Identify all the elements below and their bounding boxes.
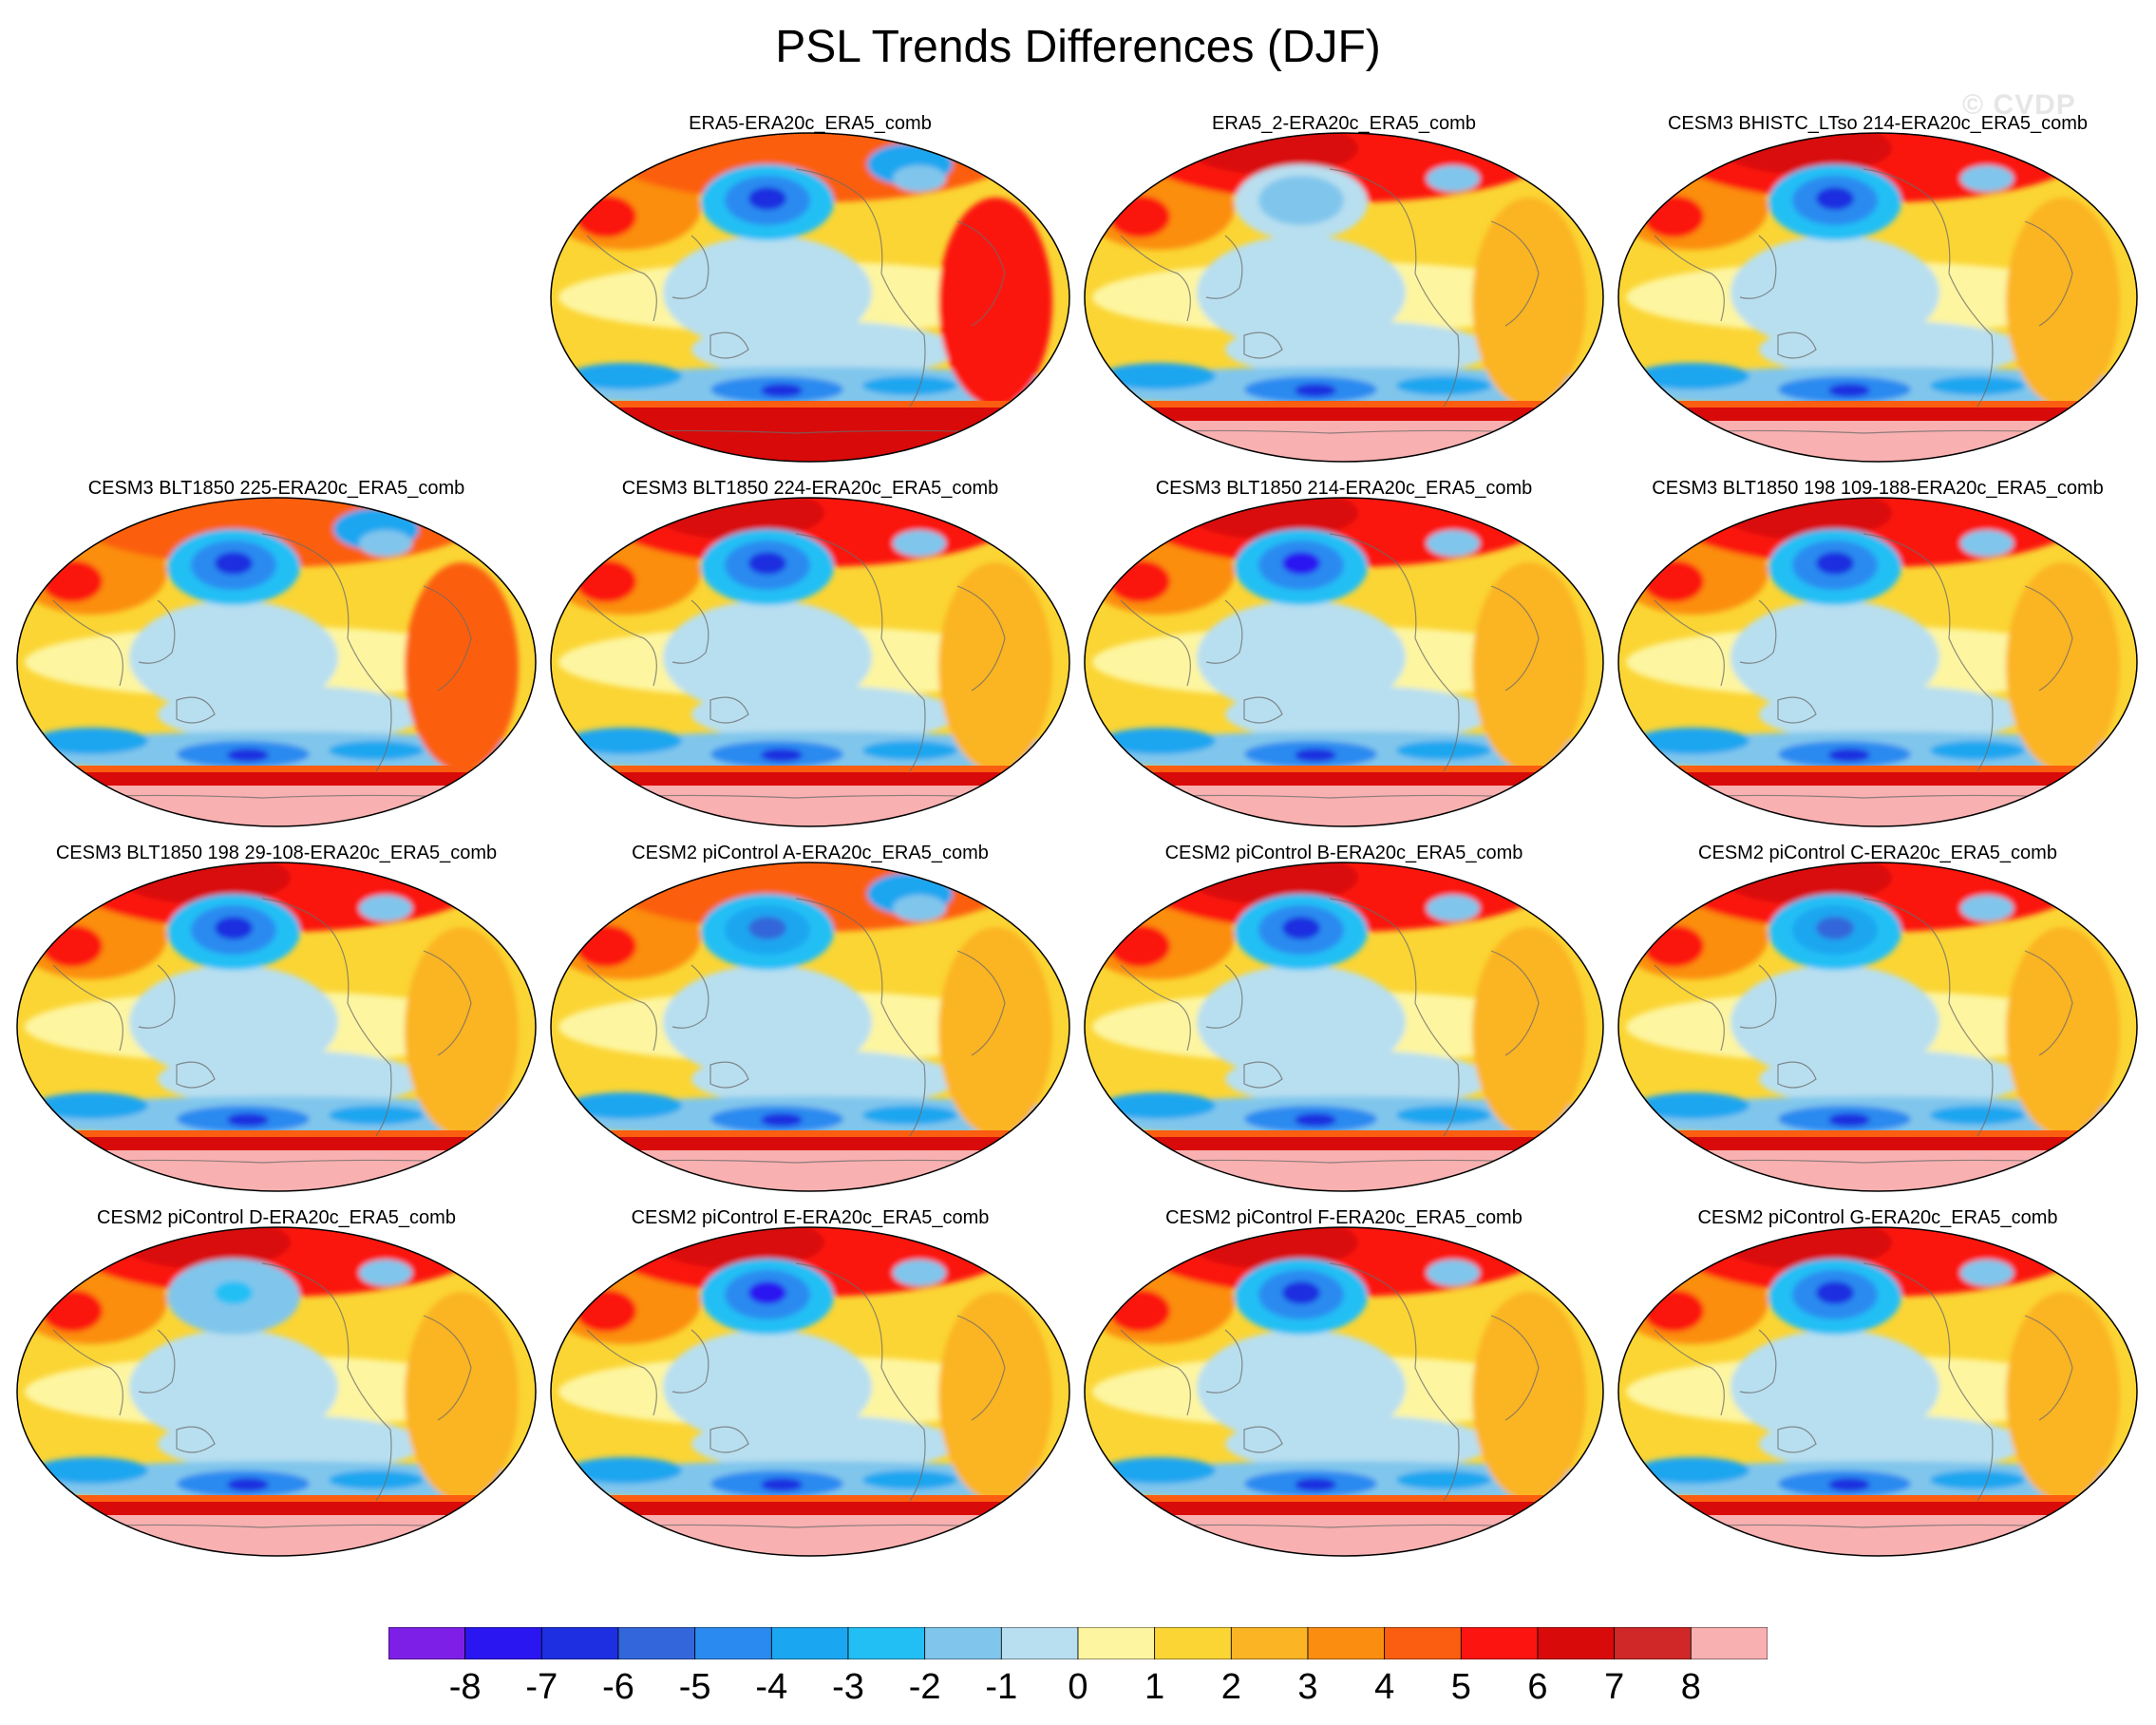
- panel-title: ERA5_2-ERA20c_ERA5_comb: [1212, 113, 1476, 134]
- panel-title: CESM3 BLT1850 224-ERA20c_ERA5_comb: [621, 478, 999, 499]
- colorbar-swatch: [388, 1627, 466, 1659]
- map-panel: [16, 1226, 537, 1557]
- colorbar-tick-label: -5: [678, 1667, 711, 1707]
- colorbar-tick-label: 7: [1604, 1667, 1625, 1707]
- map-panel: [550, 132, 1070, 463]
- map-panel: [1617, 862, 2138, 1192]
- colorbar-tick-label: -6: [602, 1667, 634, 1707]
- colorbar-swatch: [1077, 1627, 1156, 1659]
- map-panel: [550, 497, 1070, 827]
- panel-title: CESM2 piControl B-ERA20c_ERA5_comb: [1164, 843, 1523, 863]
- colorbar-tick-label: 0: [1068, 1667, 1088, 1707]
- colorbar-swatch: [694, 1627, 772, 1659]
- panel-title: CESM3 BLT1850 225-ERA20c_ERA5_comb: [87, 478, 465, 499]
- colorbar-tick-label: -4: [755, 1667, 788, 1707]
- colorbar-tick-label: 1: [1144, 1667, 1165, 1707]
- panel-title: CESM2 piControl F-ERA20c_ERA5_comb: [1165, 1207, 1522, 1228]
- colorbar-swatch: [464, 1627, 542, 1659]
- colorbar-swatch: [1307, 1627, 1386, 1659]
- colorbar-tick-label: 5: [1450, 1667, 1471, 1707]
- colorbar-swatch: [1384, 1627, 1462, 1659]
- map-panel: [1617, 132, 2138, 463]
- map-panel: [1617, 1226, 2138, 1557]
- colorbar-swatch: [540, 1627, 619, 1659]
- colorbar-tick-label: 3: [1297, 1667, 1318, 1707]
- panel-title: CESM2 piControl E-ERA20c_ERA5_comb: [631, 1207, 990, 1228]
- colorbar: [388, 1627, 1768, 1659]
- colorbar-tick-label: 4: [1374, 1667, 1395, 1707]
- map-panel: [1617, 497, 2138, 827]
- panel-title: CESM3 BHISTC_LTso 214-ERA20c_ERA5_comb: [1667, 113, 2089, 134]
- colorbar-swatch: [1460, 1627, 1539, 1659]
- map-panel: [16, 862, 537, 1192]
- colorbar-tick-label: -1: [985, 1667, 1018, 1707]
- colorbar-tick-label: -7: [525, 1667, 558, 1707]
- colorbar-swatch: [617, 1627, 696, 1659]
- map-panel: [550, 1226, 1070, 1557]
- colorbar-tick-label: 8: [1680, 1667, 1701, 1707]
- panel-title: CESM3 BLT1850 198 29-108-ERA20c_ERA5_com…: [55, 843, 498, 863]
- panel-title: CESM2 piControl G-ERA20c_ERA5_comb: [1697, 1207, 2058, 1228]
- panel-title: ERA5-ERA20c_ERA5_comb: [689, 113, 932, 134]
- colorbar-swatch: [1690, 1627, 1768, 1659]
- map-panel: [1084, 862, 1604, 1192]
- colorbar-swatch: [1230, 1627, 1309, 1659]
- colorbar-tick-label: 6: [1527, 1667, 1548, 1707]
- colorbar-tick-label: -8: [448, 1667, 482, 1707]
- colorbar-swatch: [1537, 1627, 1616, 1659]
- colorbar-swatch: [770, 1627, 849, 1659]
- colorbar-tick-label: -3: [832, 1667, 864, 1707]
- colorbar-swatch: [847, 1627, 926, 1659]
- colorbar-swatch: [1000, 1627, 1079, 1659]
- map-panel: [1084, 132, 1604, 463]
- figure-title: PSL Trends Differences (DJF): [775, 22, 1381, 72]
- panel-title: CESM2 piControl A-ERA20c_ERA5_comb: [632, 843, 989, 863]
- map-panel: [1084, 497, 1604, 827]
- colorbar-swatch: [1154, 1627, 1232, 1659]
- colorbar-tick-label: 2: [1220, 1667, 1241, 1707]
- watermark: © CVDP: [1962, 89, 2076, 121]
- panel-title: CESM3 BLT1850 214-ERA20c_ERA5_comb: [1155, 478, 1533, 499]
- map-panel: [550, 862, 1070, 1192]
- panel-title: CESM3 BLT1850 198 109-188-ERA20c_ERA5_co…: [1652, 478, 2104, 499]
- map-panel: [1084, 1226, 1604, 1557]
- map-panel: [16, 497, 537, 827]
- panel-title: CESM2 piControl D-ERA20c_ERA5_comb: [97, 1207, 456, 1228]
- panel-title: CESM2 piControl C-ERA20c_ERA5_comb: [1698, 843, 2057, 863]
- colorbar-tick-label: -2: [908, 1667, 941, 1707]
- colorbar-swatch: [924, 1627, 1002, 1659]
- colorbar-swatch: [1614, 1627, 1692, 1659]
